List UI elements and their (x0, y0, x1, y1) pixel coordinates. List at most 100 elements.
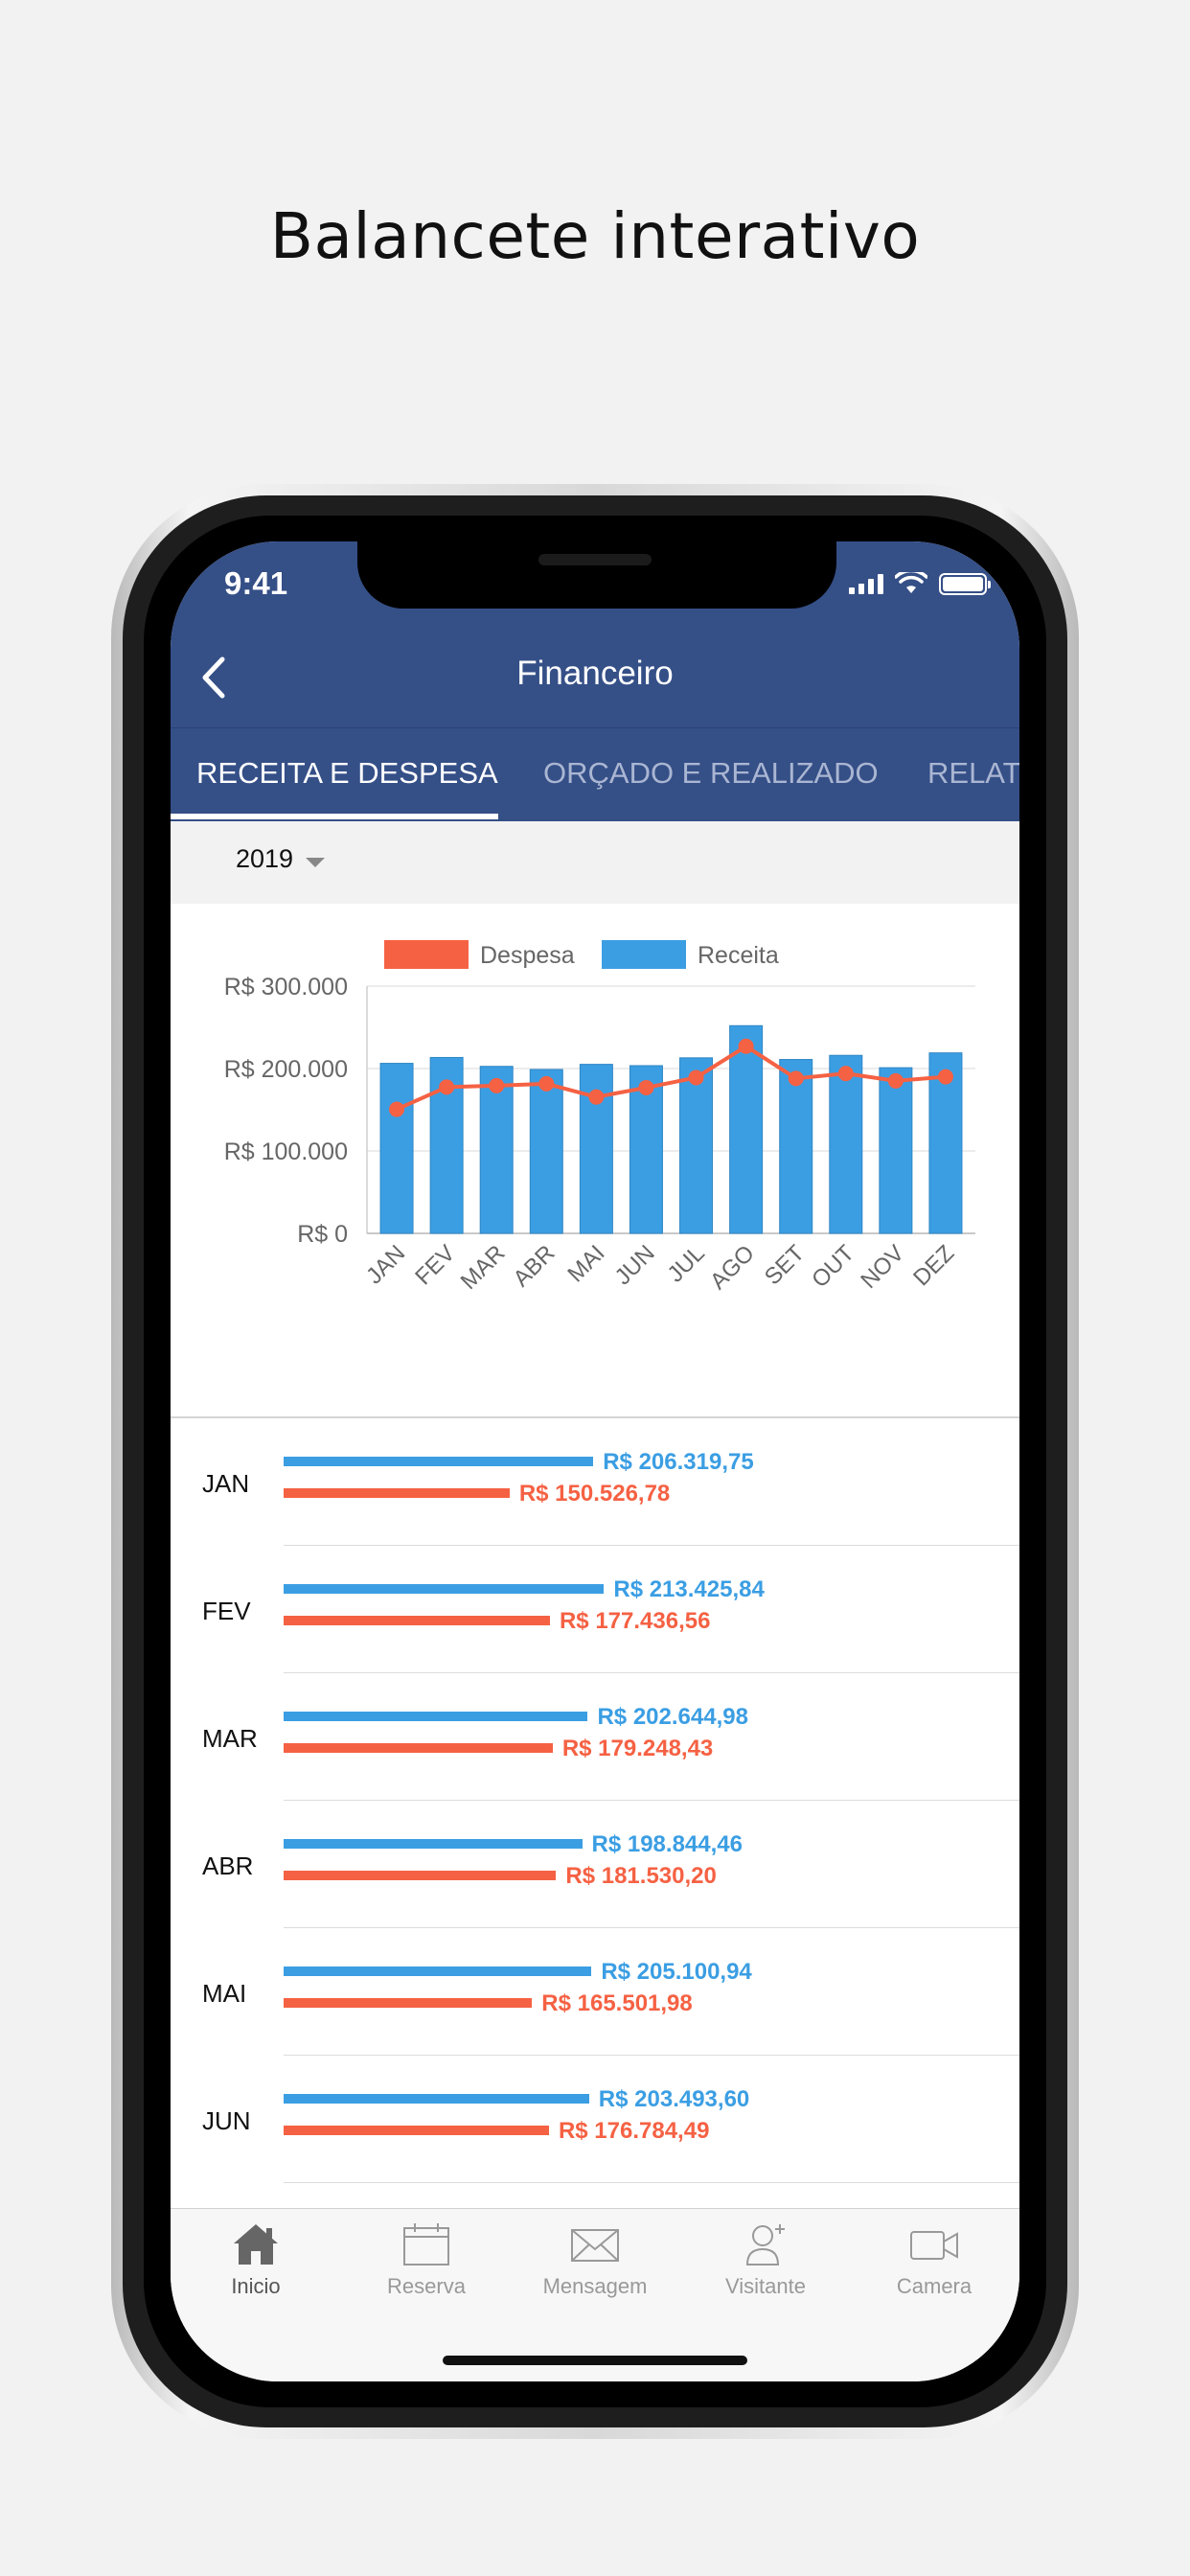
receita-value: R$ 203.493,60 (598, 2086, 750, 2112)
x-tick-label: ABR (509, 1240, 561, 1292)
receita-value: R$ 202.644,98 (597, 1704, 748, 1730)
row-divider (284, 1672, 1019, 1673)
y-tick-label: R$ 200.000 (224, 1056, 348, 1083)
receita-bar (284, 2094, 589, 2104)
chart-divider (171, 1416, 1019, 1418)
month-label: JAN (202, 1469, 250, 1498)
home-icon (234, 2224, 278, 2265)
tab-relatorios[interactable]: RELATÓRIOS (927, 756, 1019, 790)
despesa-point (588, 1089, 605, 1105)
home-indicator (443, 2356, 747, 2365)
despesa-bar (284, 1998, 533, 2008)
chart-container: Despesa Receita R$ 0 R$ 100.000 R$ 200.000 R$… (171, 904, 1019, 1383)
x-tick-label: AGO (705, 1240, 760, 1295)
month-row[interactable]: FEV R$ 213.425,84 R$ 177.436,56 (171, 1546, 1019, 1673)
year-select[interactable]: 2019 (236, 844, 294, 873)
x-tick-label: OUT (807, 1240, 859, 1293)
despesa-point (638, 1079, 654, 1095)
month-row[interactable]: ABR R$ 198.844,46 R$ 181.530,20 (171, 1801, 1019, 1928)
despesa-point (937, 1069, 953, 1085)
x-tick-label: MAI (562, 1240, 609, 1287)
bottom-tab-bar: Inicio Reserva Mensagem (171, 2208, 1019, 2381)
wifi-icon (895, 572, 927, 593)
row-divider (284, 1800, 1019, 1801)
despesa-value: R$ 150.526,78 (518, 1481, 671, 1506)
tabbar-item-visitante[interactable]: Visitante (694, 2220, 837, 2299)
legend-swatch (384, 940, 469, 969)
app-screen: 9:41 Financeiro RECEITA E DESPESA ORÇADO… (171, 541, 1019, 2381)
month-row[interactable]: MAI R$ 205.100,94 R$ 165.501,98 (171, 1928, 1019, 2056)
tab-receita-despesa[interactable]: RECEITA E DESPESA (196, 756, 498, 790)
battery-icon (939, 572, 991, 595)
caret-down-icon[interactable] (306, 858, 325, 867)
year-filter-bar: 2019 (171, 821, 1019, 904)
row-divider (284, 2055, 1019, 2056)
tabbar-item-inicio[interactable]: Inicio (184, 2220, 328, 2299)
x-tick-label: JUN (610, 1240, 660, 1290)
calendar-icon (403, 2223, 449, 2266)
tabbar-label: Camera (896, 2274, 973, 2298)
despesa-point (788, 1070, 804, 1087)
month-row[interactable]: MAR R$ 202.644,98 R$ 179.248,43 (171, 1673, 1019, 1801)
row-divider (284, 1927, 1019, 1928)
receita-value: R$ 198.844,46 (591, 1831, 743, 1857)
despesa-point (389, 1101, 405, 1117)
status-time: 9:41 (224, 565, 288, 601)
month-label: ABR (202, 1852, 254, 1880)
despesa-point (837, 1066, 854, 1082)
back-arrow-icon[interactable] (194, 652, 236, 703)
x-tick-label: MAR (456, 1240, 511, 1295)
month-row[interactable]: JUN R$ 203.493,60 R$ 176.784,49 (171, 2056, 1019, 2183)
month-row[interactable]: JAN R$ 206.319,75 R$ 150.526,78 (171, 1418, 1019, 1546)
receita-value: R$ 206.319,75 (603, 1449, 754, 1475)
phone-notch (357, 541, 836, 609)
active-tab-indicator (171, 814, 498, 819)
status-icons (849, 572, 991, 595)
despesa-line (396, 1044, 947, 1112)
tab-orcado-realizado[interactable]: ORÇADO E REALIZADO (543, 756, 879, 790)
tabbar-item-mensagem[interactable]: Mensagem (523, 2220, 667, 2299)
y-tick-label: R$ 300.000 (224, 974, 348, 1000)
despesa-point (887, 1072, 904, 1089)
despesa-point (538, 1075, 555, 1092)
despesa-value: R$ 181.530,20 (565, 1863, 717, 1889)
receita-bar (284, 1839, 583, 1849)
despesa-value: R$ 165.501,98 (541, 1990, 693, 2016)
receita-bar (679, 1057, 714, 1234)
header-divider (171, 727, 1019, 728)
receita-bar (829, 1054, 863, 1234)
receita-bar (779, 1059, 813, 1234)
x-tick-label: JAN (361, 1240, 410, 1289)
row-divider (284, 2182, 1019, 2183)
receita-bar (379, 1063, 414, 1234)
receita-value: R$ 213.425,84 (613, 1576, 765, 1602)
receita-bar (284, 1457, 594, 1466)
despesa-value: R$ 179.248,43 (561, 1736, 714, 1761)
y-tick-label: R$ 0 (297, 1221, 348, 1248)
despesa-bar (284, 1871, 557, 1880)
tab-bar: RECEITA E DESPESA ORÇADO E REALIZADO REL… (171, 729, 1019, 821)
despesa-value: R$ 177.436,56 (559, 1608, 711, 1634)
tabbar-label: Visitante (725, 2274, 806, 2298)
receita-bar (879, 1067, 913, 1234)
legend-label: Receita (698, 942, 779, 969)
despesa-bar (284, 2126, 549, 2135)
y-tick-label: R$ 100.000 (224, 1138, 348, 1165)
video-camera-icon (910, 2231, 958, 2260)
month-label: MAI (202, 1979, 247, 2008)
receita-bar (729, 1024, 764, 1234)
signal-icon (849, 573, 883, 594)
receita-bar (284, 1584, 605, 1594)
despesa-bar (284, 1488, 510, 1498)
tabbar-item-reserva[interactable]: Reserva (355, 2220, 498, 2299)
add-person-icon (745, 2224, 785, 2266)
month-label: MAR (202, 1724, 258, 1753)
tabbar-item-camera[interactable]: Camera (862, 2220, 1006, 2299)
despesa-point (439, 1079, 455, 1095)
month-label: JUN (202, 2106, 251, 2135)
x-tick-label: FEV (410, 1240, 460, 1290)
receita-value: R$ 205.100,94 (601, 1959, 752, 1985)
month-label: FEV (202, 1597, 251, 1625)
despesa-point (489, 1077, 505, 1093)
receita-bar (479, 1066, 514, 1234)
